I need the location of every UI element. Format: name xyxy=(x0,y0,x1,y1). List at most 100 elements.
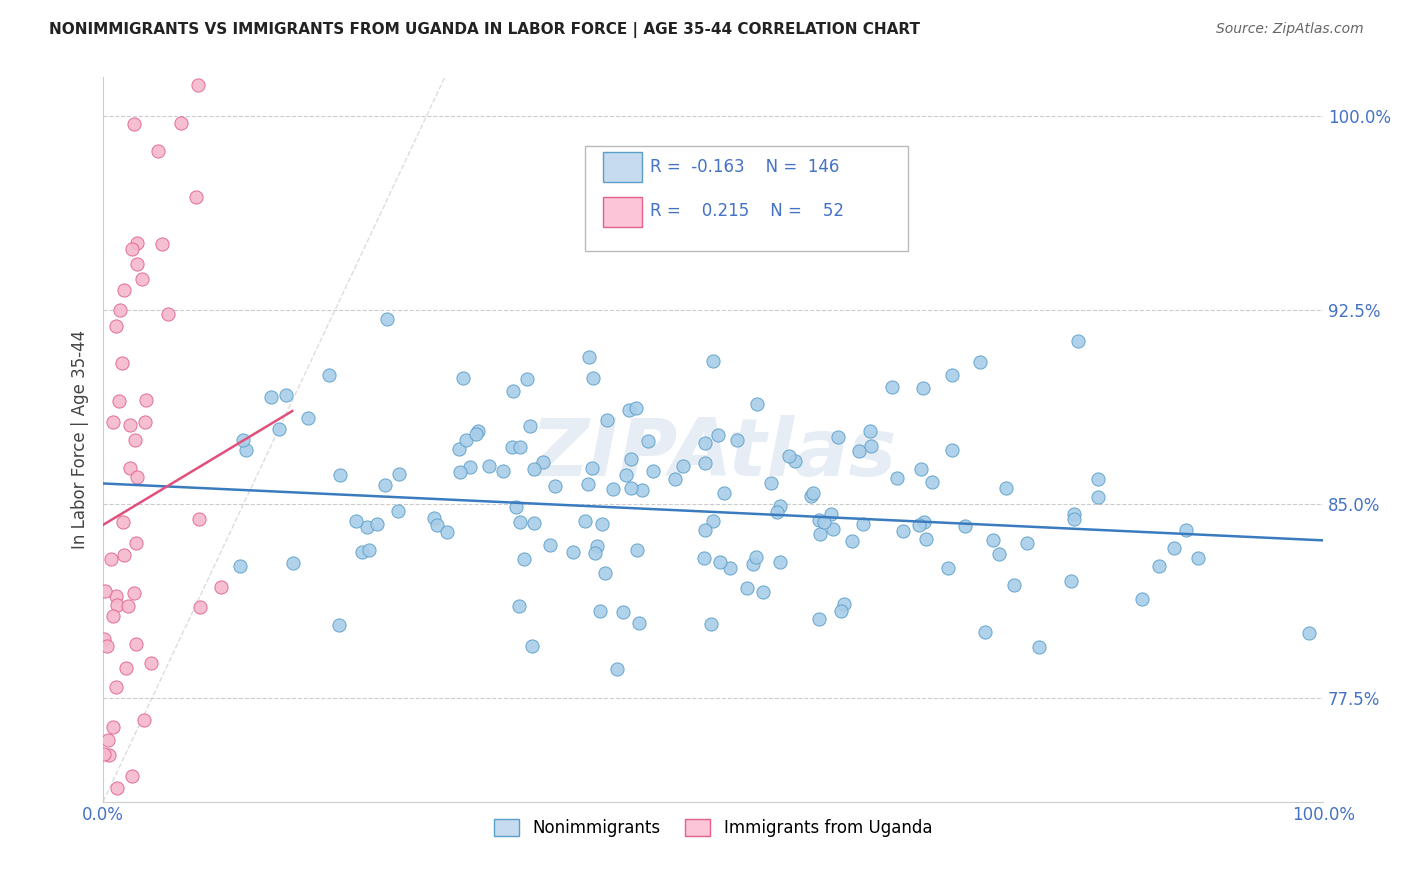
Point xyxy=(502,384,524,398)
Point xyxy=(596,413,619,427)
Point xyxy=(131,271,153,285)
Point xyxy=(910,462,932,476)
Point xyxy=(96,639,118,653)
Point xyxy=(574,514,596,528)
Point xyxy=(766,505,789,519)
Point xyxy=(232,434,254,448)
Point xyxy=(783,454,806,468)
Point xyxy=(187,512,209,526)
Point xyxy=(912,381,935,395)
Point xyxy=(125,235,148,250)
Point xyxy=(110,302,132,317)
Point xyxy=(124,434,146,448)
Point xyxy=(813,515,835,529)
Point xyxy=(329,467,352,482)
Point xyxy=(807,513,830,527)
Point xyxy=(139,62,162,76)
Point xyxy=(699,617,721,632)
Point xyxy=(664,472,686,486)
Point xyxy=(477,458,499,473)
Point xyxy=(693,550,716,565)
Point xyxy=(561,545,583,559)
Point xyxy=(93,632,115,646)
Point xyxy=(620,452,643,467)
Point xyxy=(880,380,903,394)
Point xyxy=(274,387,297,401)
Point xyxy=(209,580,232,594)
Point xyxy=(593,566,616,580)
Point xyxy=(912,516,935,530)
Point xyxy=(122,117,145,131)
Legend: Nonimmigrants, Immigrants from Uganda: Nonimmigrants, Immigrants from Uganda xyxy=(488,813,939,844)
Point xyxy=(229,559,252,574)
Point xyxy=(612,605,634,619)
Point xyxy=(436,524,458,539)
Point xyxy=(108,393,131,408)
Point xyxy=(260,390,283,404)
Point xyxy=(356,520,378,534)
Point xyxy=(523,516,546,531)
Point xyxy=(742,558,765,572)
Point xyxy=(1028,640,1050,655)
Point xyxy=(578,477,600,491)
Point xyxy=(501,440,523,454)
Point xyxy=(973,624,995,639)
Point xyxy=(531,455,554,469)
Point xyxy=(941,368,963,382)
Point xyxy=(578,350,600,364)
Point xyxy=(830,604,852,618)
Point xyxy=(93,747,115,762)
Point xyxy=(1063,507,1085,521)
Text: R =    0.215    N =    52: R = 0.215 N = 52 xyxy=(650,202,844,220)
Point xyxy=(626,543,648,558)
Point xyxy=(768,555,790,569)
Point xyxy=(120,461,142,475)
Point xyxy=(1002,577,1025,591)
Point xyxy=(112,283,135,297)
Point xyxy=(969,355,991,369)
Point xyxy=(1187,551,1209,566)
Point xyxy=(614,467,637,482)
Point xyxy=(387,504,409,518)
Point xyxy=(160,33,183,47)
Point xyxy=(702,514,724,528)
Point xyxy=(886,471,908,485)
FancyBboxPatch shape xyxy=(603,152,643,183)
Point xyxy=(297,410,319,425)
Point xyxy=(467,424,489,438)
Point xyxy=(778,449,800,463)
Point xyxy=(848,443,870,458)
Point xyxy=(627,615,650,630)
Point xyxy=(852,517,875,532)
Point xyxy=(122,586,145,600)
Point xyxy=(121,242,143,256)
Point xyxy=(602,482,624,496)
Point xyxy=(188,599,211,614)
Point xyxy=(519,419,541,434)
Point xyxy=(465,426,488,441)
Point xyxy=(745,549,768,564)
Point xyxy=(104,319,127,334)
Point xyxy=(827,430,849,444)
FancyBboxPatch shape xyxy=(603,197,643,227)
Point xyxy=(98,748,121,763)
Point xyxy=(509,440,531,454)
Point xyxy=(281,556,304,570)
Point xyxy=(1130,592,1153,607)
Point xyxy=(914,532,936,546)
Point xyxy=(458,460,481,475)
Point xyxy=(169,116,191,130)
Point xyxy=(522,640,544,654)
Point xyxy=(859,439,882,453)
Point xyxy=(581,370,603,384)
Point xyxy=(941,442,963,457)
Point xyxy=(134,713,156,727)
Point xyxy=(832,597,855,611)
Point xyxy=(344,514,367,528)
Text: ZIPAtlas: ZIPAtlas xyxy=(530,415,896,493)
Point xyxy=(581,461,603,475)
Point xyxy=(105,781,128,796)
Point xyxy=(841,533,863,548)
Point xyxy=(1087,472,1109,486)
Point xyxy=(953,518,976,533)
